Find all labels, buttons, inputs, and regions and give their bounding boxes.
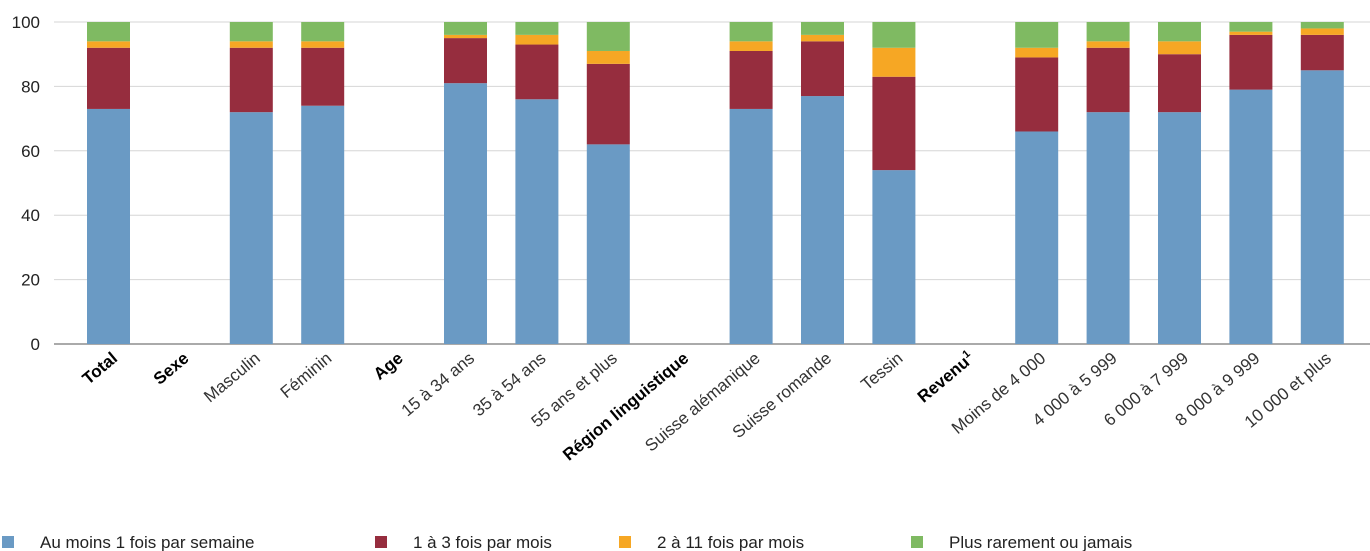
bar-segment-2-9: [729, 41, 773, 51]
bar-segment-2-0: [87, 41, 130, 48]
y-tick-label-20: 20: [21, 271, 40, 290]
bar-segment-3-5: [444, 22, 487, 35]
bar-segment-1-16: [1229, 34, 1273, 90]
legend-swatch-1: [375, 536, 387, 548]
bar-segment-0-5: [444, 83, 487, 345]
x-category-label-12: Revenu1: [913, 348, 978, 407]
gridlines: [54, 21, 1370, 345]
bar-segment-2-10: [801, 34, 844, 42]
bar-segment-1-13: [1015, 57, 1059, 132]
bar-segment-3-2: [229, 22, 273, 42]
bar-segment-0-14: [1086, 112, 1130, 344]
bar-segment-2-16: [1229, 31, 1273, 35]
y-axis-ticks: 0 20 40 60 80 100: [12, 13, 40, 354]
bar-segment-1-0: [87, 47, 130, 109]
x-category-label-4: Age: [370, 349, 407, 384]
bar-segment-0-13: [1015, 131, 1059, 344]
x-category-label-8: Région linguistique: [559, 349, 692, 465]
bar-segment-1-5: [444, 38, 487, 84]
legend-label-0: Au moins 1 fois par semaine: [40, 533, 255, 551]
bar-segment-2-2: [229, 41, 273, 48]
bars: [87, 22, 1344, 345]
bar-segment-1-10: [801, 41, 844, 97]
legend: Au moins 1 fois par semaine 1 à 3 fois pa…: [2, 533, 1132, 551]
legend-label-1: 1 à 3 fois par mois: [413, 533, 552, 551]
bar-segment-0-0: [87, 108, 130, 344]
bar-segment-0-10: [801, 96, 844, 344]
bar-segment-1-11: [872, 76, 916, 171]
bar-segment-3-13: [1015, 22, 1059, 48]
x-category-label-2: Masculin: [200, 349, 264, 407]
bar-segment-0-6: [515, 99, 559, 344]
bar-segment-3-7: [586, 22, 630, 51]
bar-segment-3-0: [87, 22, 130, 42]
bar-segment-2-14: [1086, 41, 1130, 48]
bar-segment-2-13: [1015, 47, 1059, 58]
bar-segment-2-3: [301, 41, 345, 48]
bar-segment-0-11: [872, 170, 916, 344]
bar-segment-1-14: [1086, 47, 1130, 113]
legend-swatch-3: [911, 536, 923, 548]
bar-segment-2-17: [1300, 28, 1344, 35]
y-tick-label-60: 60: [21, 142, 40, 161]
x-category-label-0: Total: [79, 349, 121, 389]
bar-segment-3-14: [1086, 22, 1130, 42]
bar-segment-3-9: [729, 22, 773, 42]
x-category-label-1: Sexe: [150, 349, 193, 389]
y-tick-label-80: 80: [21, 77, 40, 96]
bar-segment-1-17: [1300, 34, 1344, 71]
bar-segment-3-3: [301, 22, 345, 42]
legend-swatch-0: [2, 536, 14, 548]
bar-segment-0-7: [586, 144, 630, 344]
bar-segment-0-9: [729, 108, 773, 344]
bar-segment-1-9: [729, 50, 773, 109]
y-tick-label-40: 40: [21, 206, 40, 225]
bar-segment-1-3: [301, 47, 345, 106]
legend-label-3: Plus rarement ou jamais: [949, 533, 1132, 551]
bar-segment-0-15: [1158, 112, 1201, 344]
bar-segment-2-11: [872, 47, 916, 77]
bar-segment-0-3: [301, 105, 345, 344]
bar-segment-2-7: [586, 50, 630, 64]
bar-segment-1-6: [515, 44, 559, 100]
x-category-label-11: Tessin: [857, 349, 906, 395]
bar-segment-0-16: [1229, 89, 1273, 345]
bar-segment-3-16: [1229, 22, 1273, 32]
bar-segment-3-15: [1158, 22, 1201, 42]
bar-segment-2-5: [444, 34, 487, 39]
y-tick-label-0: 0: [31, 335, 40, 354]
bar-segment-2-6: [515, 34, 559, 45]
bar-segment-0-2: [229, 112, 273, 344]
y-tick-label-100: 100: [12, 13, 40, 32]
bar-segment-3-17: [1300, 22, 1344, 29]
bar-segment-0-17: [1300, 70, 1344, 345]
legend-label-2: 2 à 11 fois par mois: [657, 533, 804, 551]
bar-segment-2-15: [1158, 41, 1201, 55]
bar-segment-3-10: [801, 22, 844, 35]
bar-segment-1-15: [1158, 54, 1201, 113]
bar-segment-3-6: [515, 22, 559, 35]
bar-segment-1-7: [586, 63, 630, 145]
legend-swatch-2: [619, 536, 631, 548]
x-category-label-3: Féminin: [277, 349, 336, 402]
bar-segment-1-2: [229, 47, 273, 113]
bar-segment-3-11: [872, 22, 916, 48]
x-category-label-5: 15 à 34 ans: [398, 349, 478, 421]
